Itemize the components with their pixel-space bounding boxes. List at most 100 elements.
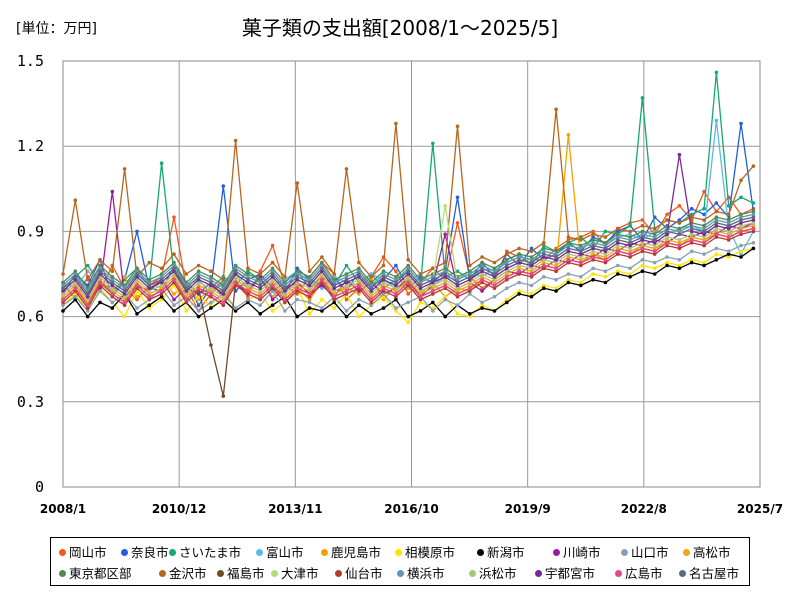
data-point — [554, 107, 558, 112]
data-point — [209, 303, 213, 308]
data-point — [579, 263, 583, 268]
data-point — [640, 269, 645, 274]
data-point — [85, 306, 90, 310]
data-point — [492, 294, 497, 299]
data-point — [455, 289, 460, 293]
data-point — [579, 252, 583, 256]
data-point — [455, 286, 460, 291]
data-point — [295, 277, 300, 282]
data-point — [135, 269, 139, 274]
legend-label: 高松市 — [693, 545, 731, 560]
data-point — [221, 289, 226, 293]
data-point — [455, 221, 460, 225]
data-point — [505, 249, 509, 254]
data-point — [665, 212, 669, 217]
data-point — [542, 275, 546, 279]
data-point — [603, 229, 608, 234]
data-point — [566, 260, 571, 265]
data-point — [418, 289, 423, 293]
data-point — [677, 152, 682, 157]
data-point — [246, 266, 250, 271]
legend-label: 相模原市 — [405, 545, 456, 560]
data-point — [258, 303, 263, 308]
data-point — [406, 300, 411, 305]
legend-item: 横浜市 — [397, 563, 445, 582]
data-point — [344, 263, 349, 268]
data-point — [505, 286, 509, 291]
data-point — [455, 280, 460, 285]
data-point — [529, 246, 534, 251]
data-point — [61, 300, 65, 305]
data-point — [542, 283, 546, 288]
data-point — [652, 238, 657, 242]
data-point — [616, 226, 620, 231]
legend-marker — [217, 570, 224, 577]
data-point — [196, 303, 201, 308]
data-point — [270, 260, 275, 265]
data-point — [505, 263, 509, 268]
legend-marker — [683, 549, 690, 556]
data-point — [616, 235, 620, 239]
data-point — [406, 320, 411, 325]
data-point — [689, 215, 694, 219]
data-point — [283, 275, 287, 279]
data-point — [159, 266, 164, 271]
data-point — [233, 266, 238, 271]
data-point — [394, 286, 398, 291]
data-point — [196, 314, 201, 319]
data-point — [480, 277, 484, 282]
data-point — [665, 232, 669, 236]
data-point — [566, 252, 571, 256]
data-point — [726, 255, 731, 259]
data-point — [307, 300, 312, 305]
data-point — [295, 181, 300, 185]
data-point — [739, 121, 743, 126]
data-point — [196, 280, 201, 285]
data-point — [61, 272, 65, 276]
legend-label: 東京都区部 — [69, 566, 132, 581]
data-point — [505, 272, 509, 276]
data-point — [246, 275, 250, 279]
data-point — [394, 263, 398, 268]
legend-label: 横浜市 — [407, 566, 445, 581]
data-point — [135, 283, 139, 288]
data-point — [689, 218, 694, 222]
data-point — [505, 269, 509, 274]
data-point — [677, 226, 682, 231]
data-point — [554, 289, 558, 293]
series-9 — [61, 241, 756, 313]
data-point — [418, 297, 423, 302]
data-point — [603, 243, 608, 248]
data-point — [443, 266, 448, 271]
data-point — [344, 277, 349, 282]
x-axis: 2008/1 2010/12 2013/11 2016/10 2019/9 2022/8 2… — [40, 502, 783, 516]
data-point — [603, 280, 608, 285]
data-point — [73, 294, 78, 299]
data-point — [554, 258, 558, 262]
data-point — [591, 229, 595, 234]
data-point — [542, 258, 546, 262]
data-point — [270, 297, 275, 302]
data-point — [172, 303, 176, 308]
data-point — [529, 272, 534, 276]
data-point — [566, 258, 571, 262]
data-point — [184, 297, 189, 302]
data-point — [196, 263, 201, 268]
data-point — [147, 260, 152, 265]
legend-item: さいたま市 — [169, 542, 241, 561]
data-point — [652, 249, 657, 254]
data-point — [468, 280, 472, 285]
data-point — [751, 209, 756, 214]
data-point — [542, 243, 546, 248]
legend-item: 奈良市 — [121, 542, 169, 561]
data-point — [554, 286, 558, 291]
data-point — [184, 300, 189, 305]
data-point — [344, 280, 349, 285]
legend-label: 奈良市 — [131, 545, 169, 560]
data-point — [135, 297, 139, 302]
data-point — [369, 275, 374, 279]
data-point — [677, 204, 682, 208]
data-point — [110, 292, 115, 296]
data-point — [566, 249, 571, 254]
data-point — [689, 260, 694, 265]
